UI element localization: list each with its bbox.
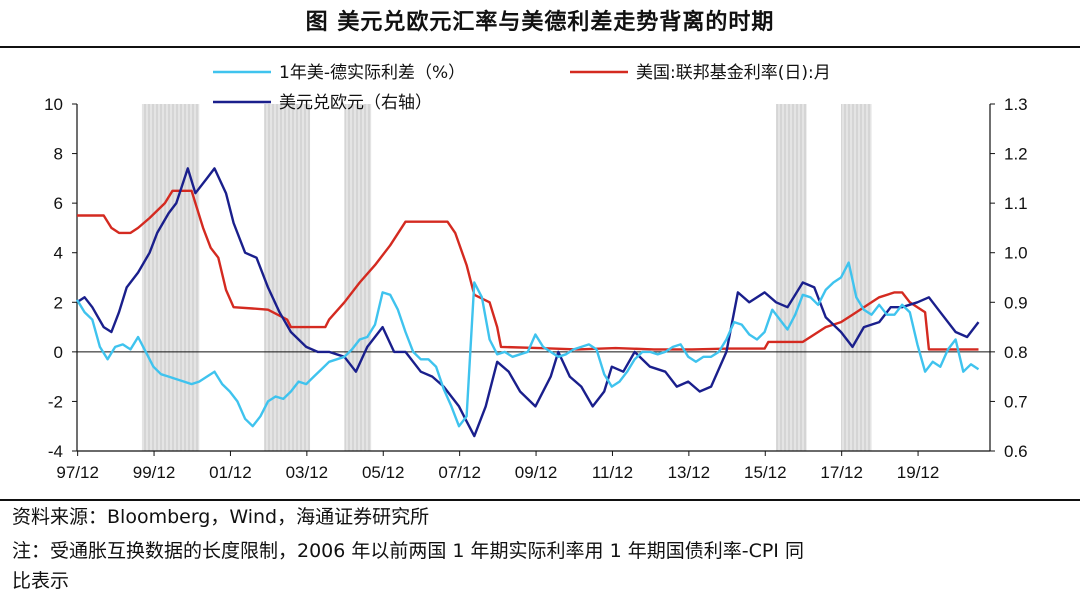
series-line-fedfunds	[77, 189, 979, 351]
axes: -4 -2 0 2 4 6 8 10 0.6 0.7 0.8 0.9 1.0 1.1 1.2 1.3 97/12…	[44, 95, 1028, 482]
left-tick-label: 0	[54, 343, 63, 362]
x-tick-label: 11/12	[592, 463, 633, 482]
shaded-period	[344, 104, 372, 451]
x-tick-label: 13/12	[668, 463, 711, 482]
left-tick-label: -2	[48, 392, 63, 411]
series-lines	[75, 167, 980, 438]
x-tick-label: 99/12	[133, 463, 176, 482]
right-tick-label: 0.8	[1004, 343, 1028, 362]
chart-area: -4 -2 0 2 4 6 8 10 0.6 0.7 0.8 0.9 1.0 1.1 1.2 1.3 97/12…	[44, 63, 1028, 482]
note-text: 注：受通胀互换数据的长度限制，2006 年以前两国 1 年期实际利率用 1 年期…	[12, 540, 804, 562]
x-tick-label: 15/12	[744, 463, 787, 482]
left-tick-label: 8	[54, 145, 63, 164]
shaded-period	[841, 104, 872, 451]
right-tick-label: 0.9	[1004, 293, 1028, 312]
legend-label-fedfunds: 美国:联邦基金利率(日):月	[636, 63, 831, 83]
shaded-periods	[141, 104, 872, 451]
series-line-spread	[75, 261, 980, 428]
note-text-continued: 比表示	[12, 570, 70, 592]
right-tick-label: 0.6	[1004, 442, 1028, 461]
x-tick-label: 05/12	[362, 463, 405, 482]
series-line-eurusd	[76, 167, 980, 438]
x-tick-label: 01/12	[209, 463, 252, 482]
legend-label-eurusd: 美元兑欧元（右轴）	[279, 93, 432, 113]
source-divider	[0, 499, 1080, 501]
right-tick-label: 0.7	[1004, 392, 1028, 411]
shaded-period	[141, 104, 200, 451]
x-tick-label: 03/12	[286, 463, 329, 482]
right-tick-label: 1.2	[1004, 145, 1028, 164]
right-tick-label: 1.1	[1004, 194, 1028, 213]
right-tick-label: 1.0	[1004, 244, 1028, 263]
left-tick-label: -4	[48, 442, 63, 461]
source-text: 资料来源：Bloomberg，Wind，海通证券研究所	[12, 506, 430, 528]
title-divider	[0, 46, 1080, 48]
x-tick-label: 19/12	[897, 463, 940, 482]
chart-title: 图 美元兑欧元汇率与美德利差走势背离的时期	[305, 10, 775, 35]
left-tick-label: 4	[54, 244, 63, 263]
left-tick-label: 2	[54, 293, 63, 312]
x-tick-label: 97/12	[56, 463, 99, 482]
shaded-period	[776, 104, 807, 451]
right-tick-label: 1.3	[1004, 95, 1028, 114]
shaded-period	[264, 104, 311, 451]
x-tick-label: 09/12	[515, 463, 558, 482]
legend-label-spread: 1年美-德实际利差（%）	[279, 63, 465, 83]
left-tick-label: 6	[54, 194, 63, 213]
left-tick-label: 10	[44, 95, 63, 114]
x-tick-label: 17/12	[820, 463, 863, 482]
x-tick-label: 07/12	[438, 463, 481, 482]
